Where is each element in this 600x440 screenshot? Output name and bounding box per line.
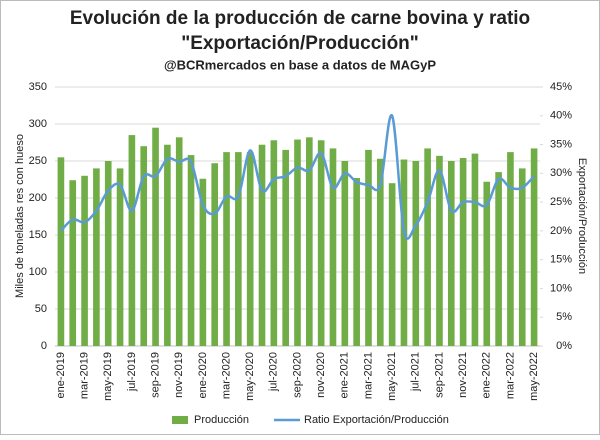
bar [471, 153, 479, 346]
bar [436, 155, 443, 346]
bar [211, 163, 219, 346]
bar [81, 175, 88, 346]
y2-tick-label: 5% [556, 311, 572, 323]
legend-label: Ratio Exportación/Producción [304, 414, 449, 426]
y2-tick-label: 20% [550, 225, 572, 237]
chart-title: Evolución de la producción de carne bovi… [70, 8, 530, 29]
legend-label: Producción [194, 414, 249, 426]
x-tick-label: mar-2021 [362, 352, 374, 399]
x-tick-label: jul-2020 [268, 352, 280, 392]
y2-tick-label: 45% [550, 81, 572, 93]
bar [376, 158, 384, 346]
line [60, 114, 535, 240]
y-tick-label: 150 [29, 229, 47, 241]
y2-tick-label: 0% [556, 340, 572, 352]
bar [424, 148, 431, 346]
y-tick-label: 0 [41, 340, 47, 352]
x-tick-label: mar-2020 [220, 352, 232, 399]
bar [388, 183, 396, 346]
bar [270, 140, 278, 346]
bar [235, 152, 242, 346]
x-tick-label: may-2021 [386, 352, 398, 401]
bar [317, 140, 325, 346]
bar [329, 148, 337, 346]
bar [400, 159, 408, 346]
bar [57, 157, 65, 346]
x-tick-label: nov-2019 [173, 352, 185, 398]
x-tick-label: may-2022 [528, 352, 540, 401]
bar [164, 144, 171, 346]
bar [341, 161, 349, 346]
bar [128, 135, 136, 346]
y2-tick-label: 40% [550, 110, 572, 122]
bar [140, 146, 148, 346]
y-tick-label: 200 [29, 192, 47, 204]
x-tick-label: sep-2021 [433, 352, 445, 398]
bar [175, 137, 183, 346]
bar [69, 180, 77, 346]
y2-tick-label: 15% [550, 254, 572, 266]
y-tick-label: 250 [29, 155, 47, 167]
x-tick-label: jul-2021 [410, 352, 422, 392]
bar [507, 152, 514, 346]
y2-tick-label: 25% [550, 196, 572, 208]
y-tick-label: 50 [35, 303, 47, 315]
bar [187, 155, 195, 346]
bar [104, 161, 112, 346]
bar [495, 172, 502, 346]
x-tick-label: ene-2019 [55, 352, 67, 399]
chart-subtitle: @BCRmercados en base a datos de MAGyP [164, 57, 436, 72]
x-tick-label: nov-2020 [315, 352, 327, 398]
y-tick-label: 300 [29, 118, 47, 130]
bar [447, 161, 455, 346]
x-tick-label: jul-2019 [126, 352, 138, 392]
x-tick-label: ene-2020 [197, 352, 209, 399]
x-tick-label: mar-2022 [504, 352, 516, 399]
bar [518, 168, 526, 346]
x-tick-label: sep-2020 [291, 352, 303, 398]
x-tick-label: may-2019 [102, 352, 114, 401]
x-tick-label: ene-2022 [481, 352, 493, 399]
bar [223, 152, 230, 346]
bar [412, 161, 420, 346]
bar [306, 137, 313, 346]
x-tick-label: sep-2019 [149, 352, 161, 398]
y-tick-label: 350 [29, 81, 47, 93]
bar [152, 127, 159, 346]
y2-tick-label: 10% [550, 282, 572, 294]
x-tick-label: mar-2019 [78, 352, 90, 399]
x-tick-label: ene-2021 [339, 352, 351, 399]
bar [530, 148, 538, 346]
y-axis-label: Miles de toneladas res con hueso [14, 134, 26, 298]
bar [353, 178, 360, 346]
bar [116, 168, 124, 346]
x-tick-label: nov-2021 [457, 352, 469, 398]
bar [258, 144, 266, 346]
bar [459, 158, 467, 346]
chart-title-2: "Exportación/Producción" [181, 33, 419, 54]
bar [294, 139, 301, 346]
bar [246, 152, 254, 346]
bar [199, 178, 207, 346]
y2-axis-label: Exportación/Producción [576, 158, 588, 274]
x-tick-label: may-2020 [244, 352, 256, 401]
y2-tick-label: 30% [550, 167, 572, 179]
bar [365, 149, 372, 346]
bar [483, 181, 491, 346]
y2-tick-label: 35% [550, 138, 572, 150]
legend-swatch [172, 416, 188, 424]
bar [93, 168, 100, 346]
y-tick-label: 100 [29, 266, 47, 278]
bar [282, 149, 289, 346]
